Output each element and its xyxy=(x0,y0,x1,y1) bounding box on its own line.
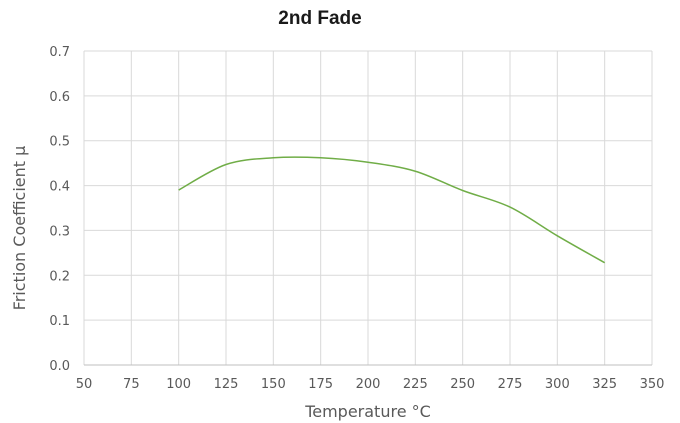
chart-title: 2nd Fade xyxy=(278,8,361,29)
y-tick-label: 0.3 xyxy=(49,224,70,239)
y-tick-label: 0.2 xyxy=(49,269,70,284)
x-tick-label: 250 xyxy=(450,377,475,392)
x-tick-label: 300 xyxy=(545,377,570,392)
y-tick-label: 0.5 xyxy=(49,135,70,150)
x-tick-label: 200 xyxy=(356,377,381,392)
x-axis-title: Temperature °C xyxy=(304,402,431,421)
series-group xyxy=(178,156,606,264)
x-tick-label: 225 xyxy=(403,377,428,392)
x-tick-label: 325 xyxy=(592,377,617,392)
y-tick-label: 0.7 xyxy=(49,45,70,60)
x-tick-label: 100 xyxy=(166,377,191,392)
vertical-gridlines xyxy=(83,51,653,365)
x-tick-label: 150 xyxy=(261,377,286,392)
x-tick-label: 125 xyxy=(214,377,239,392)
x-tick-label: 350 xyxy=(640,377,665,392)
y-tick-labels: 0.0 0.1 0.2 0.3 0.4 0.5 0.6 0.7 xyxy=(49,45,70,374)
y-tick-label: 0.6 xyxy=(49,90,70,105)
y-axis-title: Friction Coefficient μ xyxy=(10,146,29,311)
x-tick-label: 275 xyxy=(498,377,523,392)
x-tick-labels: 50 75 100 125 150 175 200 225 250 275 300 325 350 xyxy=(76,377,665,392)
horizontal-gridlines xyxy=(84,50,652,321)
x-tick-label: 175 xyxy=(308,377,333,392)
x-tick-label: 50 xyxy=(76,377,93,392)
y-tick-label: 0.1 xyxy=(49,314,70,329)
x-tick-label: 75 xyxy=(123,377,140,392)
y-tick-label: 0.0 xyxy=(49,359,70,374)
y-tick-label: 0.4 xyxy=(49,180,70,195)
series-line xyxy=(178,156,606,264)
